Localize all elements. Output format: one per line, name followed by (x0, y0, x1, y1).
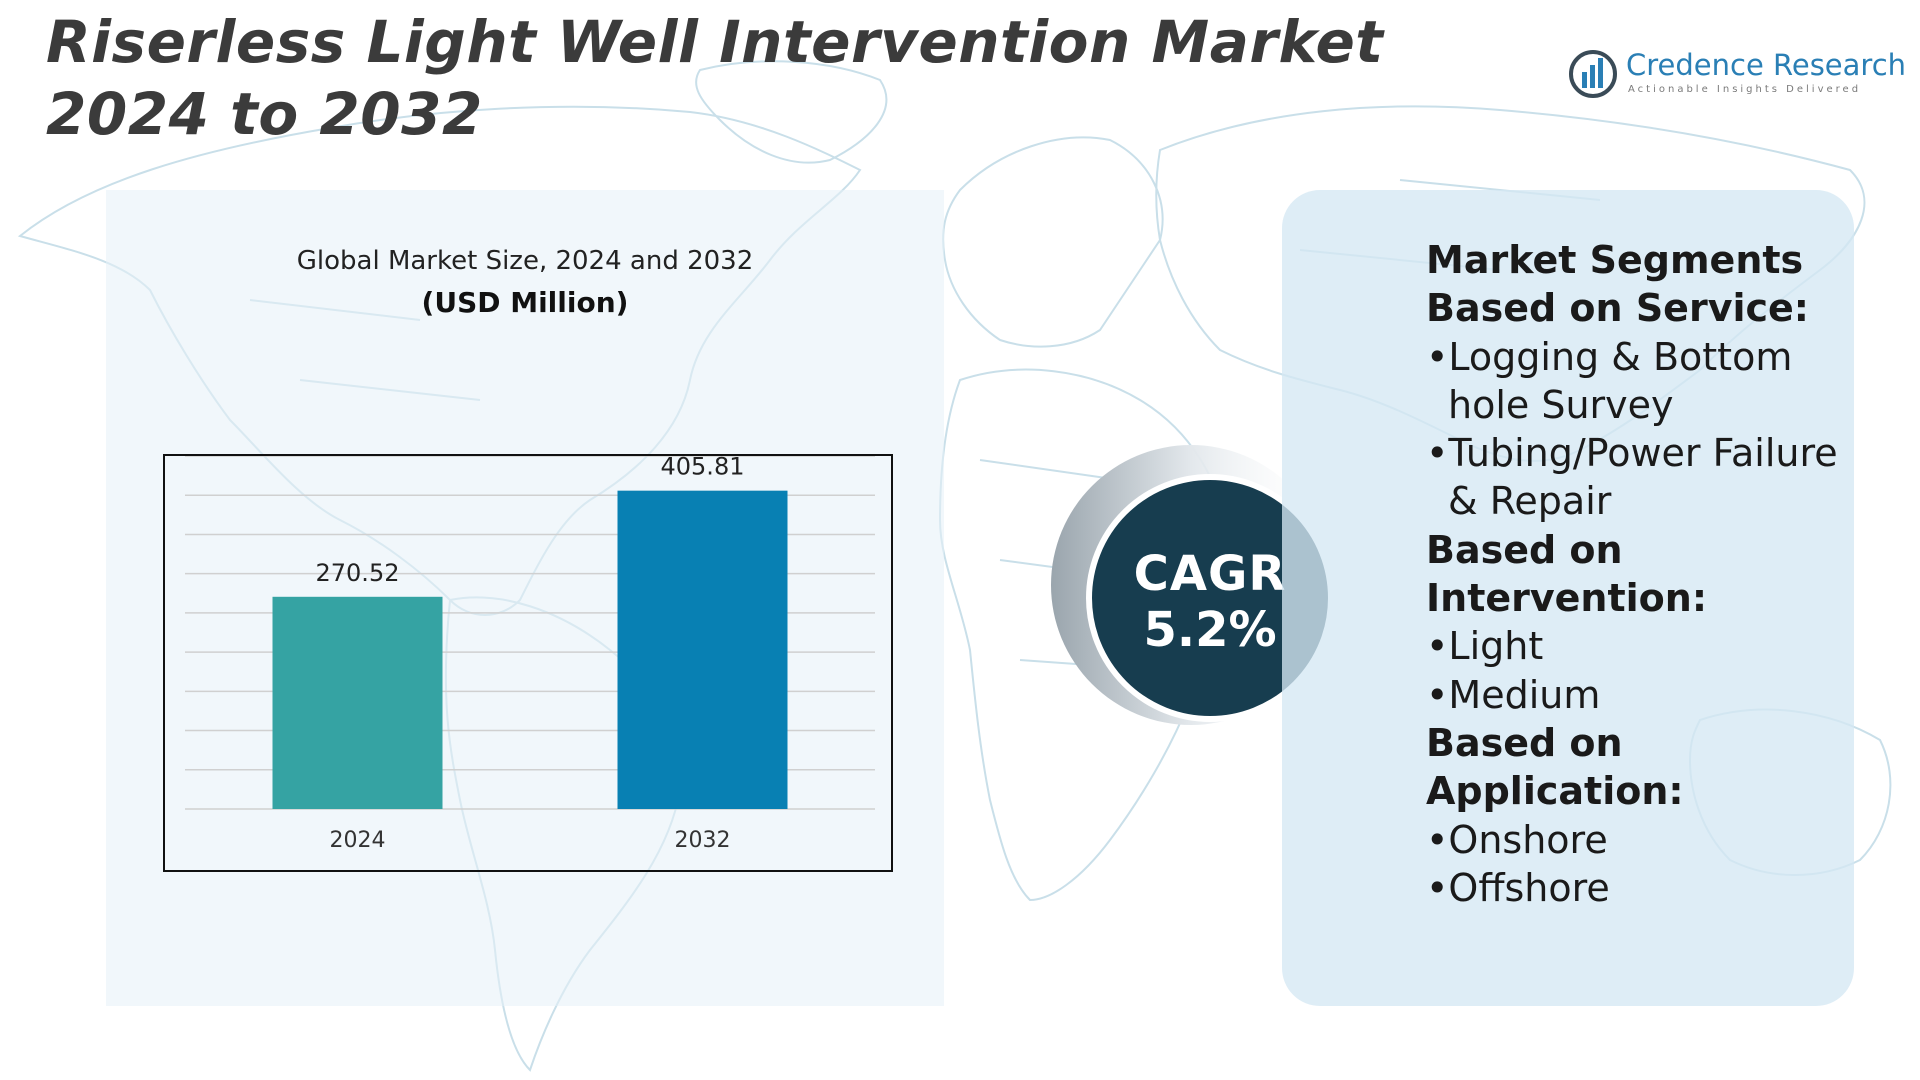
segment-item: •Tubing/Power Failure & Repair (1426, 431, 1838, 524)
segment-item: •Light (1426, 624, 1544, 669)
bar-chart: 270.52 2024 405.81 2032 (185, 456, 875, 853)
chart-unit-label: (USD Million) (421, 286, 629, 319)
bar-2032 (617, 490, 788, 809)
segment-item: •Logging & Bottom hole Survey (1426, 334, 1793, 427)
segment-group-intervention: Based on Intervention: •Light •Medium (1426, 526, 1846, 719)
segment-group-application: Based on Application: •Onshore •Offshore (1426, 719, 1846, 912)
brand-logo: Credence Research Actionable Insights De… (1568, 48, 1906, 108)
data-label-2024: 270.52 (316, 559, 400, 587)
brand-tagline: Actionable Insights Delivered (1628, 84, 1862, 95)
data-label-2032: 405.81 (661, 456, 745, 481)
chart-title: Global Market Size, 2024 and 2032 (296, 246, 754, 276)
bar-2024 (272, 596, 443, 809)
segment-group-title: Based on Application: (1426, 720, 1684, 814)
segments-heading: Market Segments (1426, 238, 1804, 282)
segment-item: •Onshore (1426, 817, 1608, 862)
market-segments: Market Segments Based on Service: •Loggi… (1426, 236, 1846, 912)
cagr-label: CAGR (1133, 546, 1287, 602)
europe-outline (942, 136, 1164, 348)
segment-item: •Offshore (1426, 865, 1610, 910)
x-tick-label-2032: 2032 (675, 828, 731, 853)
africa-outline (938, 368, 1232, 902)
bar-chart-frame: 270.52 2024 405.81 2032 (163, 454, 893, 872)
segment-group-service: Based on Service: •Logging & Bottom hole… (1426, 284, 1846, 525)
segment-group-title: Based on Intervention: (1426, 527, 1708, 621)
greenland-outline (695, 60, 888, 164)
segments-panel (1282, 190, 1854, 1006)
brand-name: Credence Research (1626, 48, 1907, 82)
bar-chart-logo-icon (1569, 50, 1617, 98)
page-title: Riserless Light Well Intervention Market… (46, 8, 1384, 148)
segment-item: •Medium (1426, 672, 1601, 717)
segment-group-title: Based on Service: (1426, 286, 1809, 331)
cagr-value: 5.2% (1143, 602, 1277, 658)
x-tick-label-2024: 2024 (330, 828, 386, 853)
